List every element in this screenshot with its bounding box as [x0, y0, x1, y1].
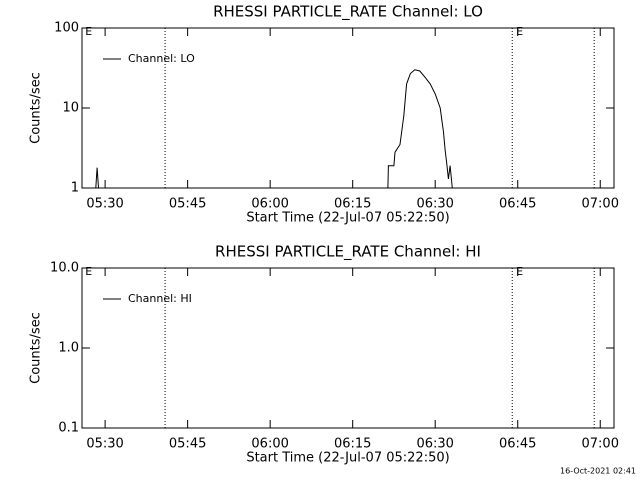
x-tick-label: 07:00	[582, 197, 619, 212]
chart-title: RHESSI PARTICLE_RATE Channel: LO	[213, 3, 483, 22]
y-tick-label: 1	[71, 181, 79, 196]
x-tick-label: 06:30	[416, 197, 453, 212]
x-tick-label: 06:00	[251, 197, 288, 212]
x-tick-label: 07:00	[582, 437, 619, 452]
footer-timestamp: 16-Oct-2021 02:41	[560, 467, 636, 476]
x-tick-label: 06:30	[416, 437, 453, 452]
x-tick-label: 06:15	[334, 437, 371, 452]
x-tick-label: 05:45	[169, 197, 206, 212]
x-tick-label: 06:00	[251, 437, 288, 452]
y-tick-label: 100	[54, 21, 79, 36]
annotation: E	[85, 25, 92, 38]
annotation: E	[85, 265, 92, 278]
x-axis-label: Start Time (22-Jul-07 05:22:50)	[246, 211, 449, 226]
y-axis-label: Counts/sec	[29, 312, 44, 384]
x-tick-label: 05:30	[86, 437, 123, 452]
x-tick-label: 05:30	[86, 197, 123, 212]
legend-label: Channel: HI	[128, 292, 192, 305]
x-tick-label: 06:45	[499, 197, 536, 212]
y-tick-label: 1.0	[58, 341, 79, 356]
legend-label: Channel: LO	[128, 52, 195, 65]
y-tick-label: 10	[62, 101, 79, 116]
chart-title: RHESSI PARTICLE_RATE Channel: HI	[215, 243, 481, 262]
x-tick-label: 06:15	[334, 197, 371, 212]
x-tick-label: 05:45	[169, 437, 206, 452]
y-tick-label: 10.0	[50, 261, 79, 276]
annotation: E	[516, 25, 523, 38]
x-tick-label: 06:45	[499, 437, 536, 452]
y-tick-label: 0.1	[58, 421, 79, 436]
x-axis-label: Start Time (22-Jul-07 05:22:50)	[246, 451, 449, 466]
data-line	[95, 69, 453, 189]
annotation: E	[516, 265, 523, 278]
y-axis-label: Counts/sec	[29, 72, 44, 144]
